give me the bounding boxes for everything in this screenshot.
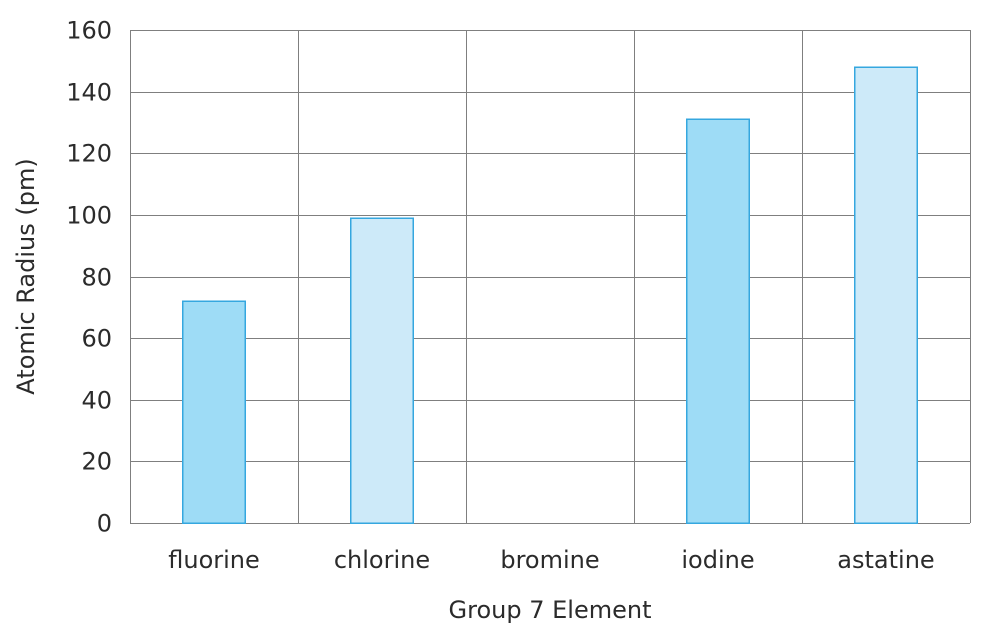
y-tick-label: 140 [66,79,112,107]
y-tick-label: 100 [66,202,112,230]
bar-fluorine [182,300,246,524]
gridlines [130,30,971,524]
y-tick-label: 20 [81,448,112,476]
y-tick-label: 0 [97,510,112,538]
y-tick-label: 40 [81,387,112,415]
y-tick-label: 80 [81,264,112,292]
bar-chlorine [350,217,414,524]
x-tick-label: astatine [837,546,934,574]
x-tick-label: iodine [681,546,754,574]
y-tick-label: 160 [66,17,112,45]
bars [182,66,918,524]
bar-iodine [686,118,750,524]
x-axis-label: Group 7 Element [449,596,652,624]
x-tick-label: bromine [500,546,599,574]
y-tick-label: 120 [66,140,112,168]
x-tick-label: fluorine [168,546,260,574]
y-axis-label: Atomic Radius (pm) [12,158,40,394]
y-axis-ticks: 0 20 40 60 80 100 120 140 160 [66,17,112,538]
y-tick-label: 60 [81,325,112,353]
bar-astatine [854,66,918,524]
x-tick-label: chlorine [334,546,430,574]
x-axis-ticks: fluorine chlorine bromine iodine astatine [168,546,934,574]
